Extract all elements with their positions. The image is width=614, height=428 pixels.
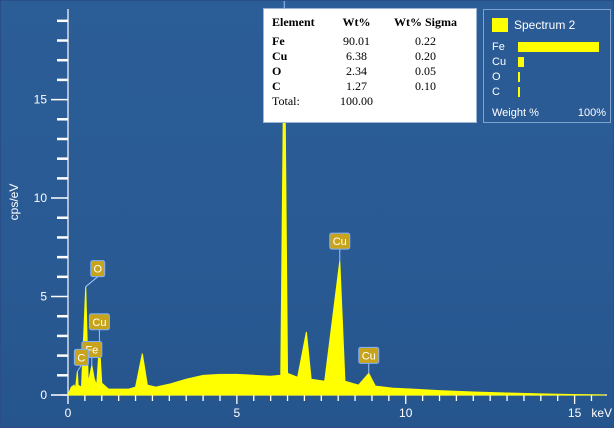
- cell-sigma: 0.20: [415, 49, 437, 63]
- spectrum-area: [67, 8, 606, 396]
- axes-layer: 0 5 10 15 0 5 10 15 keV cps/eV: [7, 9, 612, 420]
- total-value: 100.00: [339, 94, 373, 108]
- spectrum-legend-header: Spectrum 2: [492, 16, 575, 34]
- x-tick-label: 0: [65, 406, 72, 420]
- weight-bar-row: Fe: [492, 41, 608, 54]
- spectrum-legend-panel[interactable]: Spectrum 2 Fe Cu O C Weight % 100%: [483, 9, 611, 123]
- total-label: Total:: [272, 94, 300, 108]
- cell-element: O: [272, 64, 282, 78]
- cell-sigma: 0.22: [415, 34, 437, 48]
- x-axis-label: keV: [591, 406, 612, 420]
- peak-label-text: C: [77, 352, 85, 364]
- weight-bar-label: C: [492, 86, 500, 98]
- y-tick-label: 0: [40, 388, 47, 402]
- weight-bar-fill: [518, 87, 520, 97]
- peak-label: Cu: [88, 313, 110, 344]
- weight-bar-label: O: [492, 71, 501, 83]
- cell-element: C: [272, 79, 281, 93]
- peak-label-box: [90, 260, 106, 278]
- cell-wt: 2.34: [345, 64, 367, 78]
- spectrum-layer: [67, 8, 606, 396]
- weight-bar-track: [518, 57, 608, 67]
- weight-bar-fill: [518, 72, 521, 82]
- spectrum-title: Spectrum 2: [514, 18, 576, 32]
- weight-bar-track: [518, 87, 608, 97]
- y-axis-label: cps/eV: [7, 184, 21, 221]
- peak-label-text: O: [93, 264, 102, 276]
- peak-label: C: [73, 348, 89, 372]
- header-wt: Wt%: [342, 15, 371, 29]
- header-element: Element: [272, 15, 315, 29]
- spectrum-color-swatch: [492, 18, 508, 32]
- y-tick-label: 10: [34, 191, 48, 205]
- peak-label-box: [88, 313, 110, 331]
- peak-label-box: [358, 346, 380, 364]
- peak-label-text: Cu: [92, 317, 106, 329]
- x-tick-label: 10: [399, 406, 413, 420]
- weight-axis-label: Weight %: [492, 107, 539, 119]
- cell-wt: 90.01: [342, 34, 370, 48]
- table-total-row: Total: 100.00: [270, 94, 470, 109]
- y-tick-label: 5: [40, 290, 47, 304]
- cell-wt: 6.38: [345, 49, 367, 63]
- weight-bar-row: Cu: [492, 56, 608, 69]
- cell-element: Fe: [272, 34, 285, 48]
- peak-labels-layer: FeCuCuOCuFeC: [73, 1, 380, 374]
- weight-bar-track: [518, 72, 608, 82]
- table-row: Fe 90.01 0.22: [270, 34, 470, 49]
- cell-element: Cu: [272, 49, 288, 63]
- peak-label-leader: [85, 276, 99, 288]
- table-row: Cu 6.38 0.20: [270, 49, 470, 64]
- peak-label: Cu: [358, 346, 380, 374]
- cell-sigma: 0.10: [415, 79, 437, 93]
- x-tick-label: 5: [234, 406, 241, 420]
- weight-axis-max: 100%: [577, 107, 606, 119]
- peak-label-box: [73, 348, 89, 366]
- table-row: C 1.27 0.10: [270, 79, 470, 94]
- peak-label-leader: [76, 365, 82, 372]
- peak-label-text: Cu: [362, 350, 376, 362]
- peak-label-box: [329, 232, 351, 250]
- x-tick-label: 15: [568, 406, 582, 420]
- results-table: Element Wt% Wt% Sigma Fe 90.01 0.22 Cu 6…: [263, 8, 477, 123]
- peak-label: Cu: [329, 232, 351, 262]
- total-empty-cell: [381, 94, 470, 109]
- weight-bar-label: Fe: [492, 41, 505, 53]
- weight-bar-row: O: [492, 71, 608, 84]
- peak-label: Fe: [283, 1, 285, 9]
- weight-axis-footer: Weight % 100%: [492, 107, 608, 119]
- header-wt-sigma: Wt% Sigma: [394, 15, 458, 29]
- cell-sigma: 0.05: [415, 64, 437, 78]
- y-tick-label: 15: [34, 93, 48, 107]
- weight-bar-label: Cu: [492, 56, 507, 68]
- cell-wt: 1.27: [345, 79, 367, 93]
- table-row: O 2.34 0.05: [270, 64, 470, 79]
- weight-bar-row: C: [492, 86, 608, 99]
- weight-bar-track: [518, 42, 608, 52]
- weight-bar-fill: [518, 57, 524, 67]
- peak-label: O: [85, 260, 106, 288]
- peak-label-text: Cu: [333, 236, 347, 248]
- weight-bar-fill: [518, 42, 599, 52]
